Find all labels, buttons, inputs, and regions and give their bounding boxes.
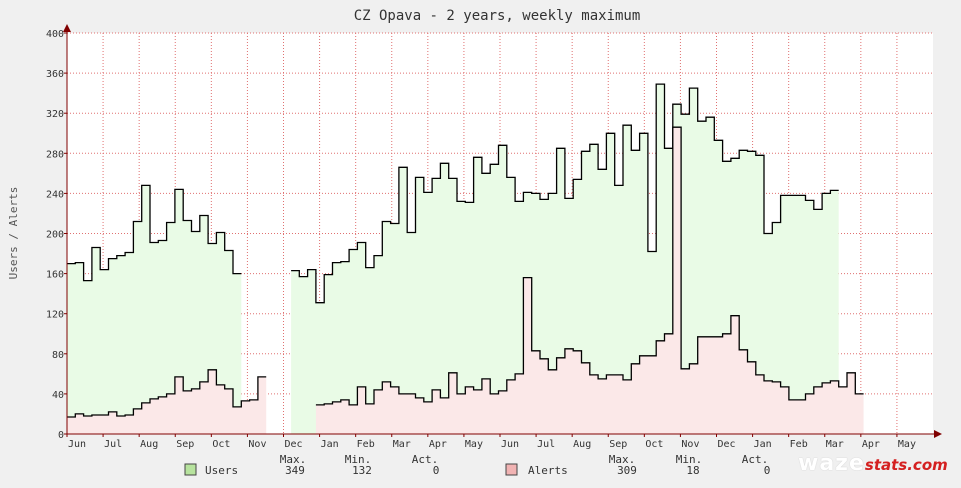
x-tick-label-sep-3: Sep [176, 439, 194, 450]
x-tick-label-jun-12: Jun [501, 439, 519, 450]
legend-users-min-header: Min. [345, 453, 372, 466]
x-tick-label-jan-7: Jan [321, 439, 339, 450]
x-tick-label-jan-19: Jan [754, 439, 772, 450]
legend-alerts-max-header: Max. [609, 453, 636, 466]
logo-sub-text: stats.com [864, 456, 948, 474]
y-tick-label-280: 280 [46, 149, 64, 160]
legend-users-act-header: Act. [412, 453, 439, 466]
x-tick-label-nov-5: Nov [248, 439, 266, 450]
y-tick-label-80: 80 [52, 350, 64, 361]
legend-users-swatch [184, 463, 197, 476]
x-tick-label-may-11: May [465, 439, 483, 450]
x-tick-label-oct-4: Oct [212, 439, 230, 450]
x-tick-label-nov-17: Nov [681, 439, 699, 450]
alerts-area-1 [315, 127, 864, 434]
legend-alerts-max: 309 [617, 464, 637, 477]
x-tick-label-feb-8: Feb [357, 439, 375, 450]
legend-alerts-min-header: Min. [676, 453, 703, 466]
x-tick-label-jul-1: Jul [104, 439, 122, 450]
y-tick-label-360: 360 [46, 69, 64, 80]
x-tick-label-mar-21: Mar [826, 439, 844, 450]
alerts-line-0 [67, 369, 267, 418]
users-area-0 [67, 185, 242, 434]
x-tick-label-aug-2: Aug [140, 439, 158, 450]
legend-users-label: Users [205, 464, 238, 477]
x-tick-label-apr-22: Apr [862, 439, 880, 450]
alerts-area-0 [67, 369, 267, 434]
axes [63, 24, 942, 438]
legend-alerts-swatch [505, 463, 518, 476]
y-tick-label-120: 120 [46, 310, 64, 321]
users-line-0 [67, 184, 242, 282]
x-tick-label-dec-6: Dec [285, 439, 303, 450]
chart-title: CZ Opava - 2 years, weekly maximum [354, 8, 641, 24]
legend-alerts-act: 0 [764, 464, 771, 477]
legend-users-max: 349 [285, 464, 305, 477]
x-tick-label-sep-15: Sep [609, 439, 627, 450]
y-tick-label-320: 320 [46, 109, 64, 120]
x-tick-label-dec-18: Dec [718, 439, 736, 450]
x-tick-label-may-23: May [898, 439, 916, 450]
legend: Max. Min. Act. Users 349 132 0 Max. Min.… [184, 453, 771, 477]
x-tick-label-feb-20: Feb [790, 439, 808, 450]
x-tick-label-oct-16: Oct [645, 439, 663, 450]
x-axis-arrow [934, 430, 942, 438]
users-line-1 [291, 83, 839, 304]
wazestats-logo: wazestats.com [798, 451, 948, 476]
y-tick-label-40: 40 [52, 390, 64, 401]
y-tick-label-400: 400 [46, 29, 64, 40]
legend-users-min: 132 [352, 464, 372, 477]
legend-alerts-min: 18 [686, 464, 699, 477]
x-tick-label-jul-13: Jul [537, 439, 555, 450]
grid [67, 32, 933, 434]
x-tick-label-jun-0: Jun [68, 439, 86, 450]
y-tick-label-200: 200 [46, 230, 64, 241]
tick-labels: 0 40 80 120 160 200 240 280 320 360 400 Jun Jul Aug Se… [46, 29, 916, 450]
legend-alerts-act-header: Act. [742, 453, 769, 466]
x-tick-label-aug-14: Aug [573, 439, 591, 450]
legend-users-max-header: Max. [280, 453, 307, 466]
logo-main-text: waze [798, 451, 865, 476]
x-tick-label-apr-10: Apr [429, 439, 447, 450]
y-axis-label: Users / Alerts [7, 187, 20, 280]
legend-alerts-label: Alerts [528, 464, 568, 477]
y-tick-label-240: 240 [46, 189, 64, 200]
alerts-line-1 [315, 126, 864, 406]
y-tick-label-0: 0 [58, 430, 64, 441]
y-tick-label-160: 160 [46, 270, 64, 281]
series-areas [67, 83, 864, 434]
legend-users-act: 0 [433, 464, 440, 477]
y-axis-arrow [63, 24, 71, 32]
x-tick-label-mar-9: Mar [393, 439, 411, 450]
